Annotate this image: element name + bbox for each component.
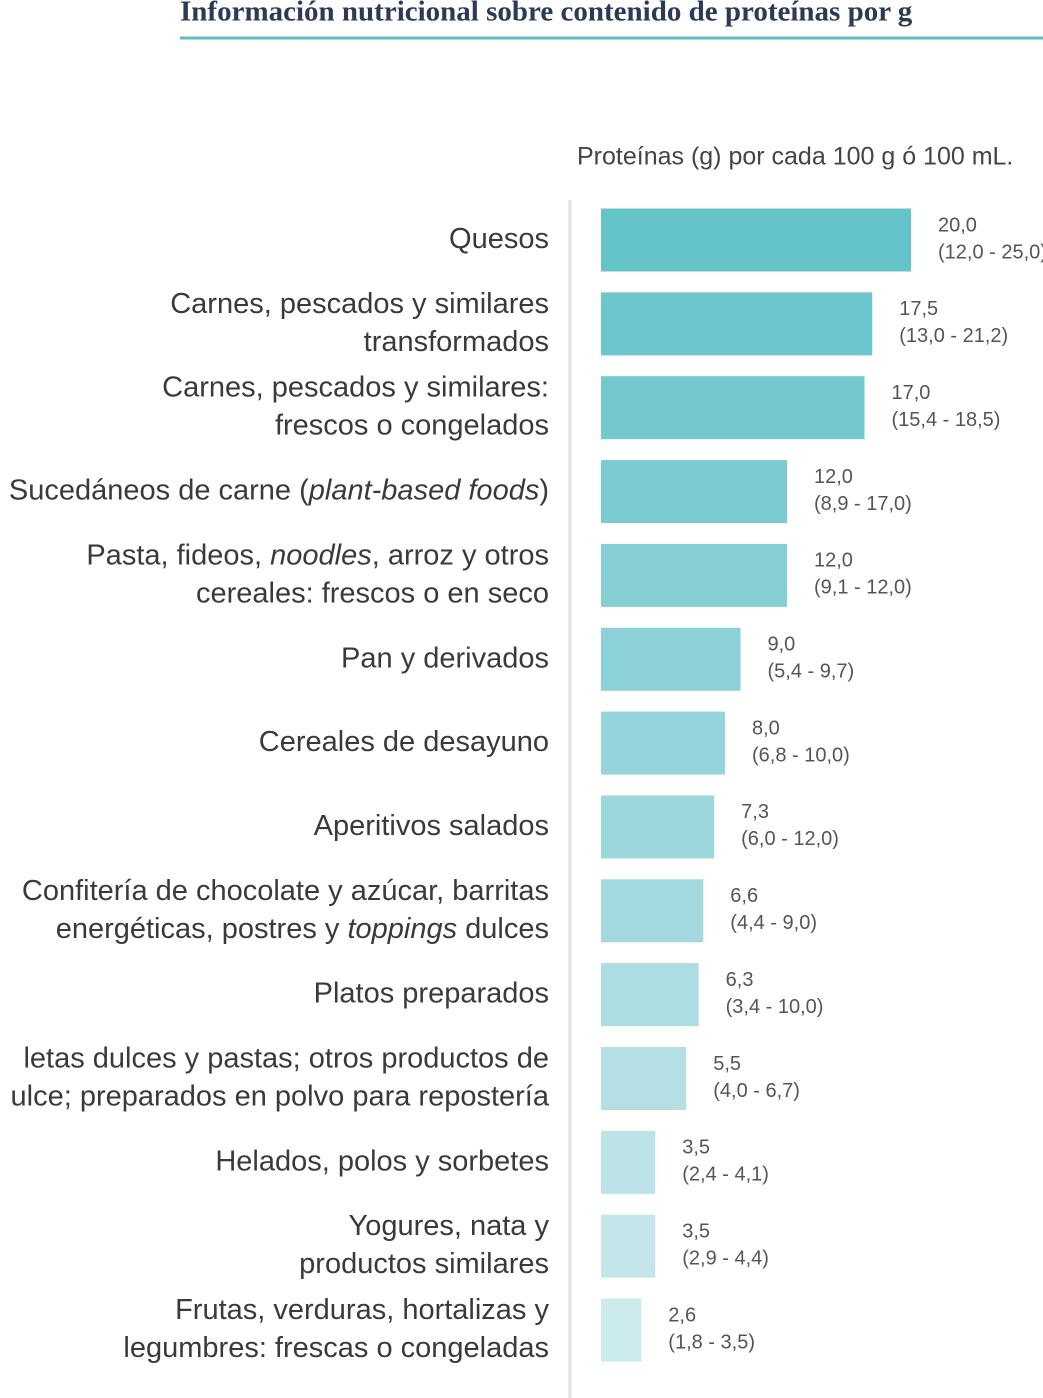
range-label: (8,9 - 17,0) — [814, 493, 912, 515]
label-part: Carnes, pescados y similares — [170, 288, 549, 320]
range-label: (2,4 - 4,1) — [682, 1164, 769, 1186]
bar — [601, 1130, 656, 1194]
subtitle: Proteínas (g) por cada 100 g ó 100 mL. — [577, 143, 1013, 171]
category-label: Confitería de chocolate y azúcar, barrit… — [22, 874, 549, 906]
label-part: letas dulces y pastas; otros productos d… — [23, 1042, 549, 1074]
range-label: (9,1 - 12,0) — [814, 577, 912, 599]
chart-title: Información nutricional sobre contenido … — [180, 0, 913, 28]
bar — [601, 460, 787, 524]
range-label: (15,4 - 18,5) — [892, 409, 1001, 431]
value-label: 12,0 — [814, 550, 853, 572]
value-label: 12,0 — [814, 466, 853, 488]
category-label: transformados — [364, 326, 549, 358]
label-part: Aperitivos salados — [314, 810, 549, 842]
label-part: Sucedáneos de carne ( — [9, 474, 309, 506]
label-part: Pan y derivados — [341, 642, 549, 674]
label-part: Confitería de chocolate y azúcar, barrit… — [22, 874, 549, 906]
category-label: Frutas, verduras, hortalizas y — [175, 1294, 549, 1326]
range-label: (1,8 - 3,5) — [668, 1331, 755, 1353]
value-label: 6,6 — [730, 885, 758, 907]
range-label: (6,8 - 10,0) — [752, 744, 850, 766]
category-label: cereales: frescos o en seco — [196, 577, 549, 609]
label-part: dulces — [457, 912, 549, 944]
category-label: Platos preparados — [314, 977, 549, 1009]
label-part: plant-based foods — [308, 474, 540, 506]
range-label: (6,0 - 12,0) — [741, 828, 839, 850]
value-label: 6,3 — [726, 969, 754, 991]
category-label: Carnes, pescados y similares — [170, 288, 549, 320]
bar — [601, 1298, 642, 1362]
label-part: ulce; preparados en polvo para reposterí… — [11, 1080, 550, 1112]
value-label: 2,6 — [668, 1304, 696, 1326]
bar — [601, 543, 787, 607]
value-label: 20,0 — [938, 214, 977, 236]
label-part: Helados, polos y sorbetes — [215, 1145, 549, 1177]
label-part: Pasta, fideos, — [86, 539, 270, 571]
bar — [601, 627, 741, 691]
label-part: productos similares — [299, 1248, 549, 1280]
label-part: Yogures, nata y — [349, 1210, 550, 1242]
category-label: Pasta, fideos, noodles, arroz y otros — [86, 539, 549, 571]
label-part: frescos o congelados — [275, 409, 549, 441]
bar — [601, 1047, 687, 1110]
category-label: Helados, polos y sorbetes — [215, 1145, 549, 1177]
bar — [601, 376, 865, 440]
category-label: Pan y derivados — [341, 642, 549, 674]
value-label: 17,0 — [892, 382, 931, 404]
range-label: (2,9 - 4,4) — [682, 1247, 769, 1269]
category-label: frescos o congelados — [275, 409, 549, 441]
category-label: Aperitivos salados — [314, 810, 549, 842]
bar — [601, 711, 725, 775]
value-label: 3,5 — [682, 1137, 710, 1159]
range-label: (5,4 - 9,7) — [768, 661, 855, 683]
value-label: 8,0 — [752, 717, 780, 739]
category-label: letas dulces y pastas; otros productos d… — [23, 1042, 549, 1074]
label-part: ) — [539, 474, 549, 506]
bar — [601, 292, 873, 356]
label-part: Frutas, verduras, hortalizas y — [175, 1294, 549, 1326]
range-label: (4,4 - 9,0) — [730, 912, 817, 934]
label-part: legumbres: frescas o congeladas — [123, 1332, 549, 1364]
label-part: Quesos — [449, 223, 549, 255]
value-label: 7,3 — [741, 801, 769, 823]
category-label: legumbres: frescas o congeladas — [123, 1332, 549, 1364]
category-label: energéticas, postres y toppings dulces — [56, 912, 549, 944]
label-part: toppings — [347, 912, 457, 944]
range-label: (4,0 - 6,7) — [713, 1080, 800, 1102]
label-part: Cereales de desayuno — [259, 726, 549, 758]
value-label: 5,5 — [713, 1053, 741, 1075]
category-label: ulce; preparados en polvo para reposterí… — [11, 1080, 550, 1112]
category-label: Sucedáneos de carne (plant-based foods) — [9, 474, 549, 506]
label-part: cereales: frescos o en seco — [196, 577, 549, 609]
range-label: (12,0 - 25,0) — [938, 241, 1043, 263]
range-label: (3,4 - 10,0) — [726, 996, 824, 1018]
label-part: Carnes, pescados y similares: — [162, 371, 549, 403]
label-part: Platos preparados — [314, 977, 549, 1009]
bar — [601, 963, 699, 1027]
bar — [601, 879, 704, 943]
label-part: noodles — [270, 539, 372, 571]
range-label: (13,0 - 21,2) — [899, 325, 1008, 347]
label-part: energéticas, postres y — [56, 912, 348, 944]
bar — [601, 1214, 656, 1278]
label-part: , arroz y otros — [372, 539, 549, 571]
category-label: Quesos — [449, 223, 549, 255]
value-label: 9,0 — [768, 634, 796, 656]
bar — [601, 208, 911, 272]
category-label: Yogures, nata y — [349, 1210, 550, 1242]
bar — [601, 795, 715, 859]
category-label: Cereales de desayuno — [259, 726, 549, 758]
category-label: productos similares — [299, 1248, 549, 1280]
category-label: Carnes, pescados y similares: — [162, 371, 549, 403]
value-label: 17,5 — [899, 298, 938, 320]
label-part: transformados — [364, 326, 549, 358]
value-label: 3,5 — [682, 1220, 710, 1242]
